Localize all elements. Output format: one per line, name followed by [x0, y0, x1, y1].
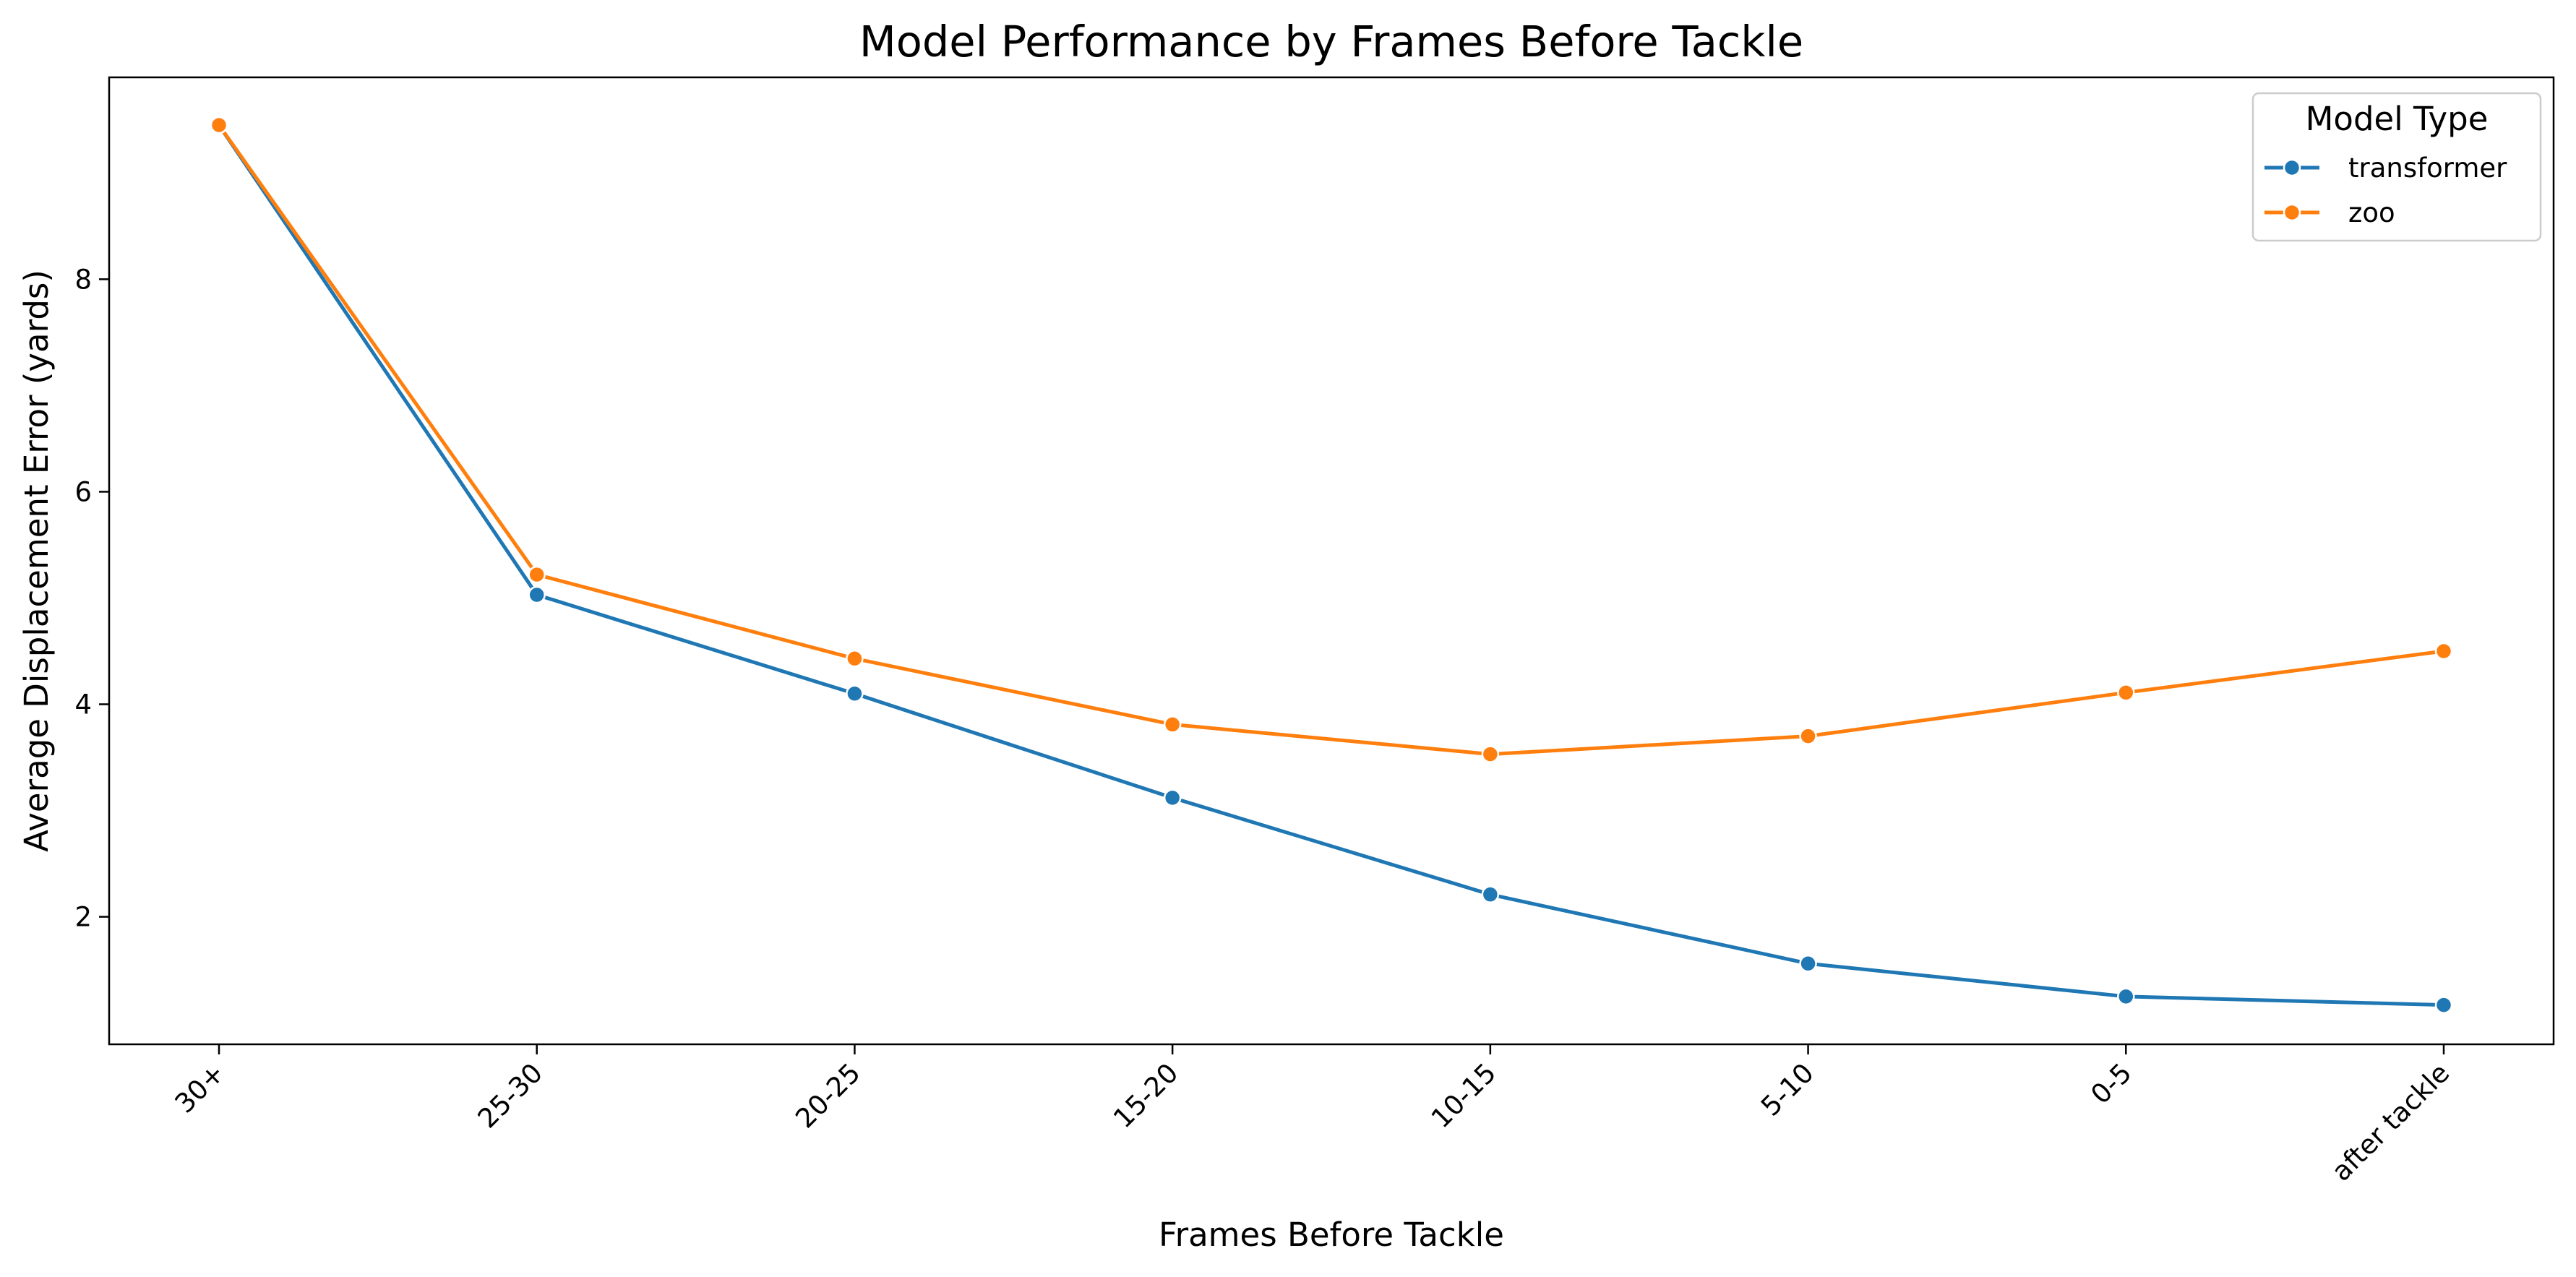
series-zoo [210, 116, 2453, 763]
legend-title: Model Type [2306, 100, 2489, 138]
legend-item-transformer: transformer [2264, 152, 2507, 184]
data-point [1481, 745, 1500, 763]
y-tick-label: 4 [74, 689, 92, 720]
data-point [2117, 684, 2135, 702]
data-point [1799, 955, 1817, 973]
legend-marker [2283, 158, 2301, 177]
data-point [846, 684, 864, 703]
y-axis-label: Average Displacement Error (yards) [17, 270, 56, 852]
data-point [2434, 996, 2453, 1014]
data-point [1799, 727, 1817, 745]
data-point [210, 116, 228, 134]
data-point [528, 565, 546, 584]
series-line [217, 123, 2446, 757]
data-point [2434, 642, 2453, 661]
legend-label: zoo [2348, 197, 2395, 228]
data-point [528, 585, 546, 604]
legend-marker [2283, 203, 2301, 222]
legend-item-zoo: zoo [2264, 197, 2395, 228]
plot-area [210, 116, 2453, 1014]
legend-box [2251, 92, 2542, 242]
data-point [1163, 715, 1182, 734]
plot-frame [108, 76, 2555, 1046]
y-axis: 2 4 6 8 [74, 264, 109, 933]
legend-label: transformer [2348, 152, 2507, 184]
legend-items: transformer zoo [2264, 152, 2507, 228]
data-point [846, 650, 864, 668]
data-point [1163, 788, 1182, 807]
chart-title: Model Performance by Frames Before Tackl… [859, 17, 1803, 66]
data-point [1481, 885, 1500, 903]
y-tick-label: 6 [74, 476, 92, 507]
y-tick-label: 2 [74, 902, 92, 933]
series-transformer [210, 116, 2453, 1014]
data-point [2117, 987, 2135, 1006]
x-axis-label: Frames Before Tackle [1159, 1216, 1504, 1254]
legend: Model Type transformer zoo [2251, 92, 2542, 242]
y-tick-label: 8 [74, 264, 92, 295]
series-line [217, 123, 2446, 1007]
